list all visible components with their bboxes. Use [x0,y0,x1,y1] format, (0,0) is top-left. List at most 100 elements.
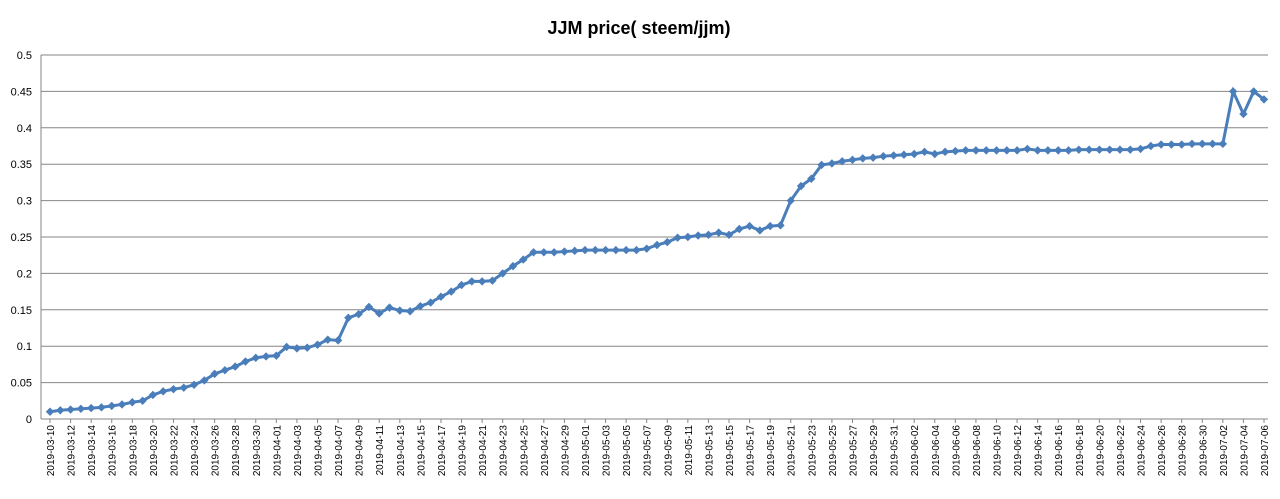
x-tick-label: 2019-04-29 [560,425,571,477]
data-point [817,160,826,170]
data-point [889,151,898,160]
data-point [899,150,909,159]
x-tick-label: 2019-06-10 [993,425,1004,477]
data-point [385,303,394,312]
x-tick-label: 2019-07-04 [1239,425,1250,477]
data-point [1228,87,1238,96]
x-tick-label: 2019-07-06 [1260,425,1271,477]
data-point [1177,140,1186,149]
data-point [251,353,260,363]
x-tick-label: 2019-06-08 [972,425,983,477]
x-tick-label: 2019-04-11 [375,425,386,476]
x-tick-label: 2019-05-13 [704,425,715,477]
data-point [508,261,518,271]
x-tick-label: 2019-05-11 [684,425,695,476]
data-point [241,357,250,366]
data-point [169,384,178,394]
x-tick-label: 2019-06-26 [1157,425,1168,477]
x-tick-label: 2019-07-02 [1219,425,1230,477]
x-tick-label: 2019-04-15 [416,425,427,477]
data-point [1023,144,1032,154]
data-point [230,362,240,371]
data-point [807,174,816,183]
data-markers [45,87,1269,416]
x-tick-label: 2019-04-21 [478,425,489,477]
x-tick-label: 2019-06-22 [1116,425,1127,477]
x-tick-label: 2019-04-27 [540,425,551,477]
data-point [971,146,981,155]
data-point [735,224,744,234]
data-point [333,336,343,345]
data-point [1084,145,1094,154]
data-point [354,309,363,319]
data-point [45,407,55,416]
x-tick-label: 2019-06-04 [931,425,942,477]
data-point [1259,95,1269,104]
x-tick-label: 2019-06-20 [1095,425,1106,477]
x-tick-label: 2019-03-16 [108,425,119,477]
x-tick-label: 2019-03-18 [128,425,139,477]
data-point [992,146,1001,155]
data-point [673,233,682,242]
x-tick-label: 2019-06-14 [1034,425,1045,477]
data-point [1074,145,1084,154]
data-point [1156,140,1166,149]
data-point [313,340,322,349]
x-tick-label: 2019-04-25 [519,425,530,477]
data-point [56,406,65,415]
data-point [261,352,271,361]
data-point [591,245,600,255]
data-point [1208,139,1217,149]
data-point [714,228,723,237]
data-point [66,405,75,414]
x-tick-label: 2019-04-05 [313,425,324,477]
x-tick-label: 2019-03-24 [190,425,201,477]
x-tick-label: 2019-03-22 [169,425,180,477]
data-point [477,277,487,286]
data-point [117,400,127,409]
data-point [920,147,929,157]
data-point [375,309,384,318]
data-point [1146,141,1156,151]
data-point [436,292,446,301]
data-point [1002,146,1011,155]
data-point [1126,145,1135,154]
y-tick-label: 0 [26,414,32,426]
x-tick-label: 2019-04-01 [272,425,283,477]
data-point [1043,146,1053,155]
data-point [1218,139,1228,149]
data-point [1012,146,1022,155]
gridlines [40,54,1268,420]
data-point [1095,145,1104,154]
data-point [416,301,425,311]
x-tick-label: 2019-03-14 [87,425,98,477]
data-point [827,159,837,168]
data-point [776,221,785,230]
data-point [1198,139,1207,149]
data-point [447,287,456,296]
data-point [158,387,168,396]
data-point [1054,146,1063,155]
y-tick-label: 0.1 [17,341,32,353]
x-tick-label: 2019-04-23 [499,425,510,477]
chart-title: JJM price( steem/jjm) [547,18,730,38]
x-tick-label: 2019-03-28 [231,425,242,477]
y-tick-label: 0.05 [11,378,32,390]
data-point [292,344,302,353]
data-point [755,226,765,235]
data-point [323,335,332,344]
data-point [1105,145,1114,154]
x-tick-label: 2019-06-18 [1075,425,1086,477]
data-point [1187,139,1197,149]
data-point [1136,144,1145,154]
data-point [693,231,703,240]
data-point [982,146,991,155]
y-tick-label: 0.25 [11,232,32,244]
x-tick-label: 2019-03-12 [67,425,78,477]
x-tick-label: 2019-05-23 [807,425,818,477]
x-tick-label: 2019-04-19 [458,425,469,477]
data-point [467,277,477,286]
data-point [663,237,672,247]
data-point [344,313,353,323]
data-point [1249,87,1258,96]
